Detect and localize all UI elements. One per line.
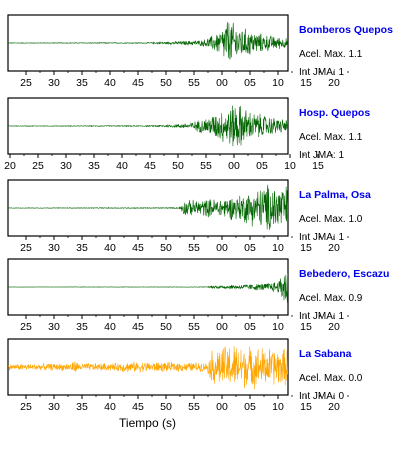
x-tick-label: 50 <box>160 321 172 333</box>
x-tick-label: 10 <box>272 401 284 413</box>
x-tick-label: 25 <box>20 77 32 89</box>
x-tick-label: 00 <box>228 160 240 172</box>
x-tick-label: 50 <box>172 160 184 172</box>
x-tick-label: 40 <box>116 160 128 172</box>
x-tick-label: 05 <box>244 401 256 413</box>
x-tick-label: 35 <box>76 321 88 333</box>
x-tick-label: 10 <box>272 321 284 333</box>
x-tick-label: 45 <box>132 321 144 333</box>
x-tick-label: 25 <box>32 160 44 172</box>
max-acceleration-label: Acel. Max. 1.1 <box>299 49 363 60</box>
x-tick-label: 15 <box>312 160 324 172</box>
waveform-trace <box>8 105 288 147</box>
x-tick-label: 15 <box>300 77 312 89</box>
station-name: Bebedero, Escazu <box>299 268 390 280</box>
x-tick-label: 45 <box>144 160 156 172</box>
x-tick-label: 40 <box>104 401 116 413</box>
x-tick-label: 35 <box>76 77 88 89</box>
x-tick-label: 30 <box>60 160 72 172</box>
x-tick-label: 55 <box>188 77 200 89</box>
x-tick-label: 15 <box>300 321 312 333</box>
x-tick-label: 20 <box>328 321 340 333</box>
station-name: Hosp. Quepos <box>299 107 371 119</box>
station-name: Bomberos Quepos <box>299 24 393 36</box>
x-tick-label: 00 <box>216 321 228 333</box>
jma-intensity-label: Int JMA: 1 <box>299 67 345 78</box>
panel-4: 25 30 35 40 45 50 55 00 05 10 15 20 <box>7 258 349 333</box>
x-tick-label: 05 <box>244 321 256 333</box>
x-tick-label: 05 <box>244 242 256 254</box>
x-tick-label: 45 <box>132 401 144 413</box>
x-tick-label: 20 <box>328 242 340 254</box>
waveform-trace <box>8 346 288 390</box>
x-tick-label: 00 <box>216 77 228 89</box>
x-tick-label: 55 <box>188 242 200 254</box>
x-tick-label: 55 <box>188 321 200 333</box>
max-acceleration-label: Acel. Max. 1.0 <box>299 214 363 225</box>
x-tick-label: 45 <box>132 77 144 89</box>
waveform-trace <box>8 273 288 303</box>
panel-2: 20 25 30 35 40 45 50 55 00 05 10 15 <box>4 97 333 172</box>
waveform-trace <box>8 184 288 230</box>
x-tick-label: 50 <box>160 401 172 413</box>
x-tick-label: 25 <box>20 401 32 413</box>
station-name: La Palma, Osa <box>299 189 371 201</box>
x-tick-label: 05 <box>244 77 256 89</box>
max-acceleration-label: Acel. Max. 1.1 <box>299 132 363 143</box>
x-tick-label: 15 <box>300 401 312 413</box>
x-tick-label: 55 <box>200 160 212 172</box>
x-tick-label: 50 <box>160 77 172 89</box>
x-tick-label: 05 <box>256 160 268 172</box>
x-tick-label: 50 <box>160 242 172 254</box>
x-tick-label: 40 <box>104 242 116 254</box>
x-tick-label: 40 <box>104 321 116 333</box>
x-tick-label: 10 <box>272 242 284 254</box>
panel-5: 25 30 35 40 45 50 55 00 05 10 15 20 <box>7 338 349 413</box>
max-acceleration-label: Acel. Max. 0.0 <box>299 373 363 384</box>
x-tick-label: 30 <box>48 321 60 333</box>
x-tick-label: 55 <box>188 401 200 413</box>
jma-intensity-label: Int JMA: 1 <box>299 150 345 161</box>
x-tick-label: 30 <box>48 77 60 89</box>
x-tick-label: 20 <box>328 77 340 89</box>
x-tick-label: 20 <box>328 401 340 413</box>
x-axis-title: Tiempo (s) <box>119 416 176 430</box>
jma-intensity-label: Int JMA: 1 <box>299 232 345 243</box>
x-tick-label: 35 <box>88 160 100 172</box>
jma-intensity-label: Int JMA: 1 <box>299 311 345 322</box>
waveform-trace <box>8 22 288 60</box>
x-tick-label: 45 <box>132 242 144 254</box>
x-tick-label: 15 <box>300 242 312 254</box>
panel-1: 25 30 35 40 45 50 55 00 05 10 15 20 <box>7 14 349 89</box>
x-tick-label: 30 <box>48 401 60 413</box>
x-tick-label: 00 <box>216 242 228 254</box>
panel-3: 25 30 35 40 45 50 55 00 05 10 15 20 <box>7 179 349 254</box>
x-tick-label: 35 <box>76 242 88 254</box>
x-tick-label: 25 <box>20 242 32 254</box>
station-name: La Sabana <box>299 348 352 360</box>
x-tick-label: 40 <box>104 77 116 89</box>
x-tick-label: 25 <box>20 321 32 333</box>
x-tick-label: 20 <box>4 160 16 172</box>
x-tick-label: 30 <box>48 242 60 254</box>
x-tick-label: 10 <box>284 160 296 172</box>
x-tick-label: 35 <box>76 401 88 413</box>
x-tick-label: 00 <box>216 401 228 413</box>
x-tick-label: 10 <box>272 77 284 89</box>
max-acceleration-label: Acel. Max. 0.9 <box>299 293 363 304</box>
jma-intensity-label: Int JMA: 0 <box>299 391 345 402</box>
